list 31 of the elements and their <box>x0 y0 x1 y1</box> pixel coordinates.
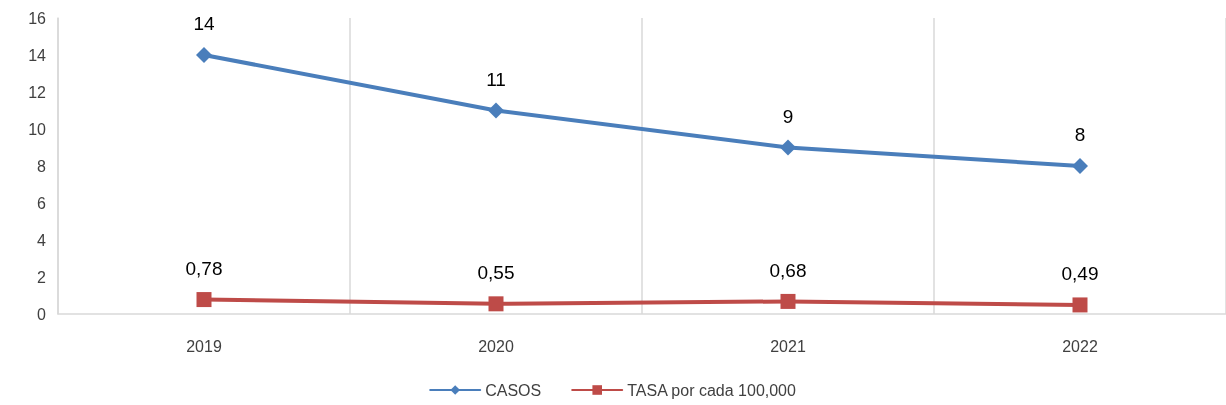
y-tick-label: 6 <box>37 194 47 212</box>
data-label: 14 <box>193 13 215 34</box>
point <box>488 102 504 119</box>
data-label: 0,49 <box>1061 263 1099 285</box>
legend-label: TASA por cada 100,000 <box>627 381 797 399</box>
point <box>1072 158 1088 174</box>
data-label: 8 <box>1074 124 1086 145</box>
data-label: 0,68 <box>769 259 807 281</box>
y-tick-label: 2 <box>37 268 47 286</box>
point <box>196 47 212 63</box>
data-label: 0,78 <box>185 258 223 280</box>
x-tick-label: 2022 <box>1062 337 1098 355</box>
x-tick-label: 2021 <box>770 337 806 355</box>
point <box>1072 297 1088 313</box>
x-tick-label: 2020 <box>478 337 514 355</box>
y-tick-label: 16 <box>28 9 47 27</box>
y-tick-label: 4 <box>37 231 47 249</box>
y-tick-label: 12 <box>28 83 47 101</box>
data-label: 0,55 <box>477 262 515 284</box>
legend-label: CASOS <box>485 381 542 399</box>
point <box>196 292 212 308</box>
y-tick-label: 10 <box>28 120 47 138</box>
y-tick-label: 14 <box>28 46 47 64</box>
data-label: 9 <box>782 105 794 127</box>
y-tick-label: 0 <box>37 305 47 323</box>
point <box>488 296 504 312</box>
data-label: 11 <box>486 68 506 90</box>
y-tick-label: 8 <box>37 157 47 175</box>
point <box>780 139 796 156</box>
point <box>780 293 796 309</box>
x-tick-label: 2019 <box>186 337 222 355</box>
